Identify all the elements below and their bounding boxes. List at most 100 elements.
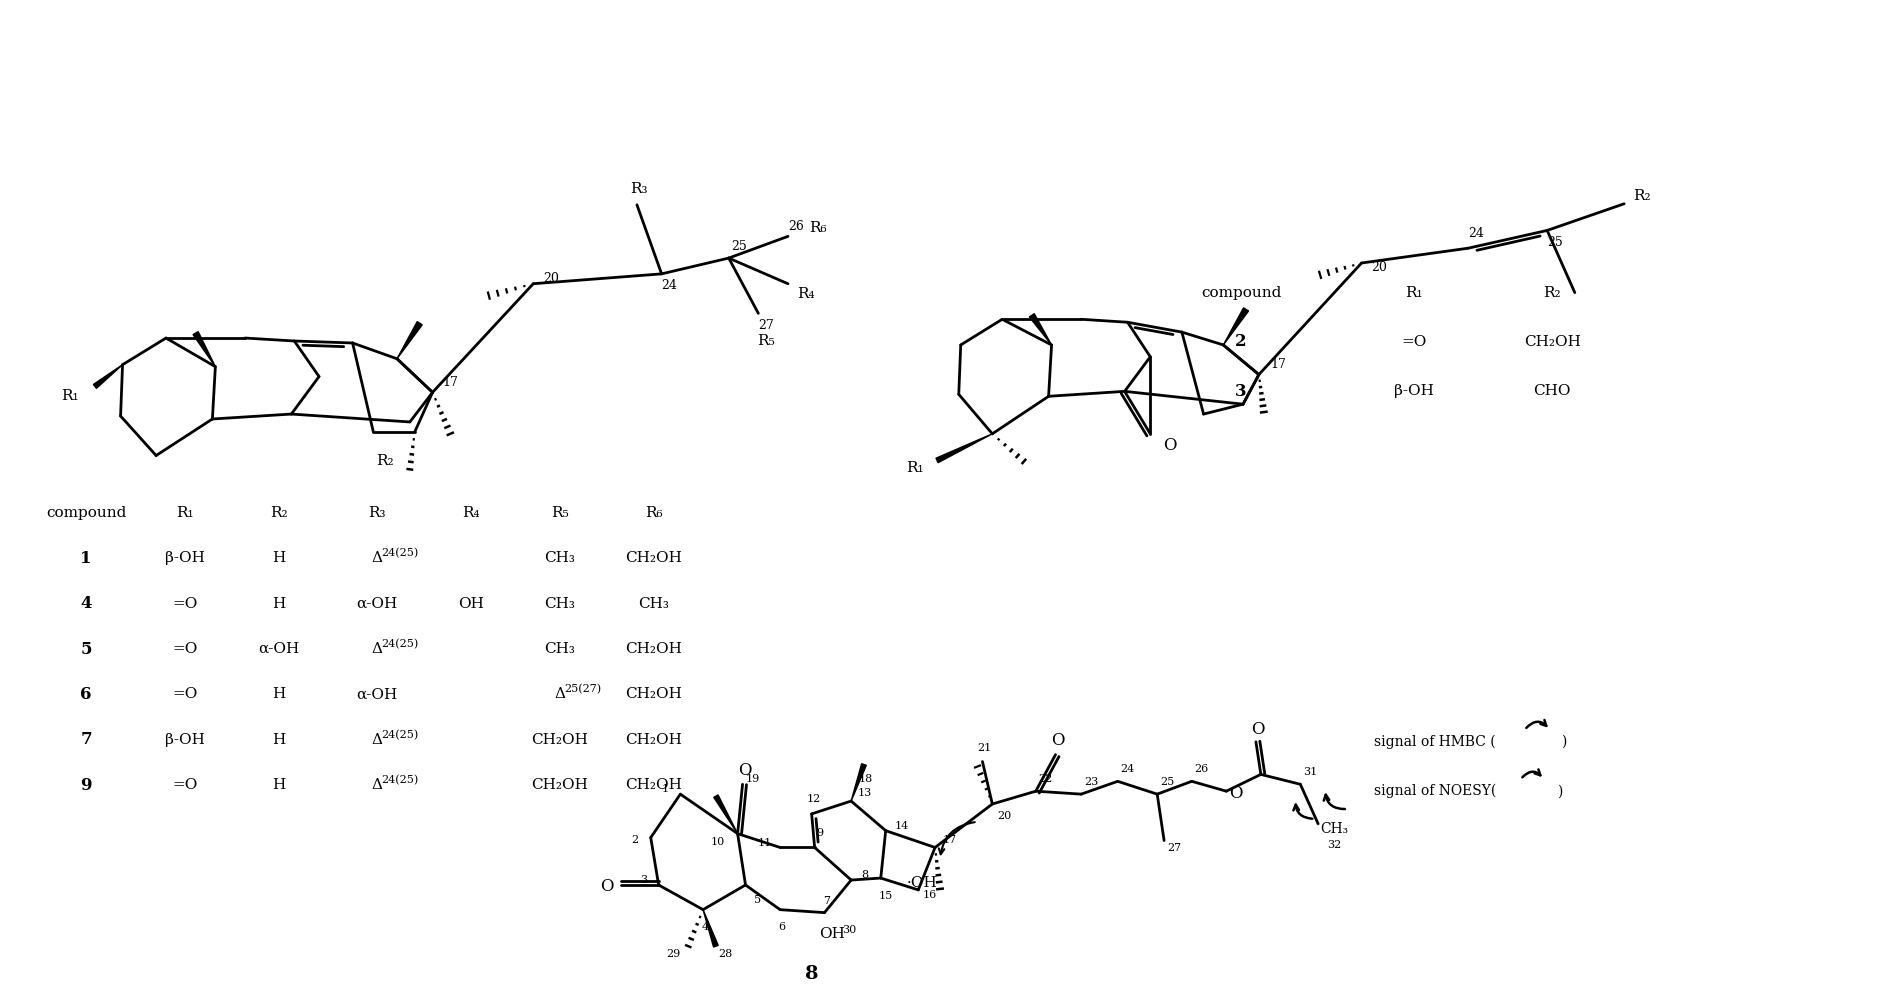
Text: H: H <box>273 778 286 792</box>
Text: 14: 14 <box>895 821 908 830</box>
Text: 11: 11 <box>758 837 771 847</box>
Text: 1: 1 <box>662 784 669 794</box>
Text: 5: 5 <box>754 894 761 904</box>
Text: 23: 23 <box>1085 777 1098 787</box>
Text: 28: 28 <box>718 950 733 959</box>
Text: 25: 25 <box>731 240 746 253</box>
Text: 6: 6 <box>778 922 786 933</box>
Text: β-OH: β-OH <box>1393 385 1434 399</box>
Text: Δ: Δ <box>372 733 382 747</box>
Text: H: H <box>273 596 286 611</box>
Text: β-OH: β-OH <box>165 551 205 565</box>
Text: 1: 1 <box>81 550 92 567</box>
Text: 30: 30 <box>842 925 855 936</box>
Polygon shape <box>1224 308 1248 345</box>
Text: 24: 24 <box>1468 227 1483 240</box>
Text: 17: 17 <box>442 376 459 389</box>
Text: R₂: R₂ <box>376 455 395 468</box>
Text: β-OH: β-OH <box>165 733 205 747</box>
Text: 24(25): 24(25) <box>382 548 419 558</box>
Text: compound: compound <box>45 506 126 520</box>
Text: 2: 2 <box>1235 334 1246 350</box>
Text: Δ: Δ <box>372 642 382 656</box>
Text: OH: OH <box>459 596 483 611</box>
Text: R₅: R₅ <box>758 334 775 348</box>
Text: 25: 25 <box>1160 777 1175 787</box>
Text: 19: 19 <box>744 774 760 784</box>
Text: 20: 20 <box>543 273 558 285</box>
Text: 15: 15 <box>878 891 893 900</box>
Text: CH₃: CH₃ <box>1320 822 1348 835</box>
Text: H: H <box>273 733 286 747</box>
Text: 24(25): 24(25) <box>382 729 419 740</box>
Text: α-OH: α-OH <box>258 642 299 656</box>
Polygon shape <box>94 365 122 389</box>
Text: 24: 24 <box>1120 765 1136 774</box>
Text: 20: 20 <box>996 811 1011 821</box>
Text: R₄: R₄ <box>462 506 479 520</box>
Text: O: O <box>1252 721 1265 738</box>
Text: =O: =O <box>173 778 197 792</box>
Text: 22: 22 <box>1038 774 1053 784</box>
Polygon shape <box>852 764 867 801</box>
Text: 5: 5 <box>81 641 92 657</box>
Text: R₄: R₄ <box>797 286 814 301</box>
Text: ): ) <box>1557 784 1562 798</box>
Text: 24(25): 24(25) <box>382 775 419 785</box>
Text: CH₂OH: CH₂OH <box>1523 335 1581 349</box>
Text: CH₂OH: CH₂OH <box>626 778 682 792</box>
Text: R₃: R₃ <box>368 506 385 520</box>
Text: CHO: CHO <box>1534 385 1572 399</box>
Text: CH₃: CH₃ <box>639 596 669 611</box>
Text: 7: 7 <box>81 731 92 749</box>
Text: 8: 8 <box>805 965 818 983</box>
Text: =O: =O <box>173 688 197 702</box>
Text: R₁: R₁ <box>177 506 194 520</box>
Text: 17: 17 <box>942 834 957 844</box>
Text: 26: 26 <box>788 220 805 233</box>
Text: R₂: R₂ <box>1634 189 1651 203</box>
Text: 25: 25 <box>1547 236 1562 249</box>
Text: 13: 13 <box>857 788 872 798</box>
Text: R₂: R₂ <box>1543 285 1560 299</box>
Text: R₆: R₆ <box>645 506 662 520</box>
Text: =O: =O <box>1401 335 1427 349</box>
Text: =O: =O <box>173 642 197 656</box>
Text: R₂: R₂ <box>269 506 288 520</box>
Text: 24: 24 <box>662 279 677 292</box>
Text: ·OH: ·OH <box>906 876 938 890</box>
Text: 9: 9 <box>81 776 92 794</box>
Text: 9: 9 <box>816 828 823 837</box>
Text: CH₂OH: CH₂OH <box>626 688 682 702</box>
Text: O: O <box>600 879 615 895</box>
Text: R₁: R₁ <box>1404 285 1423 299</box>
Text: 31: 31 <box>1303 768 1318 777</box>
Text: R₅: R₅ <box>551 506 570 520</box>
Text: 25(27): 25(27) <box>564 684 602 695</box>
Text: R₃: R₃ <box>630 182 647 196</box>
Text: α-OH: α-OH <box>357 688 399 702</box>
Text: 18: 18 <box>859 774 872 784</box>
Text: CH₂OH: CH₂OH <box>532 733 588 747</box>
Text: signal of HMBC (: signal of HMBC ( <box>1374 735 1496 749</box>
Polygon shape <box>1030 314 1051 345</box>
Text: CH₃: CH₃ <box>545 551 575 565</box>
Text: O: O <box>1230 784 1243 802</box>
Text: O: O <box>737 762 752 779</box>
Text: R₁: R₁ <box>906 461 925 475</box>
Text: 17: 17 <box>1271 358 1286 371</box>
Text: 4: 4 <box>81 595 92 612</box>
Text: 21: 21 <box>978 743 991 753</box>
Text: 10: 10 <box>711 836 726 846</box>
Text: CH₃: CH₃ <box>545 596 575 611</box>
Text: 24(25): 24(25) <box>382 639 419 649</box>
Text: 16: 16 <box>923 890 938 899</box>
Text: H: H <box>273 551 286 565</box>
Text: Δ: Δ <box>372 551 382 565</box>
Text: compound: compound <box>1201 285 1282 299</box>
Text: CH₂OH: CH₂OH <box>626 551 682 565</box>
Text: Δ: Δ <box>555 688 566 702</box>
Text: R₆: R₆ <box>808 221 827 235</box>
Text: ): ) <box>1560 735 1566 749</box>
Polygon shape <box>703 909 718 947</box>
